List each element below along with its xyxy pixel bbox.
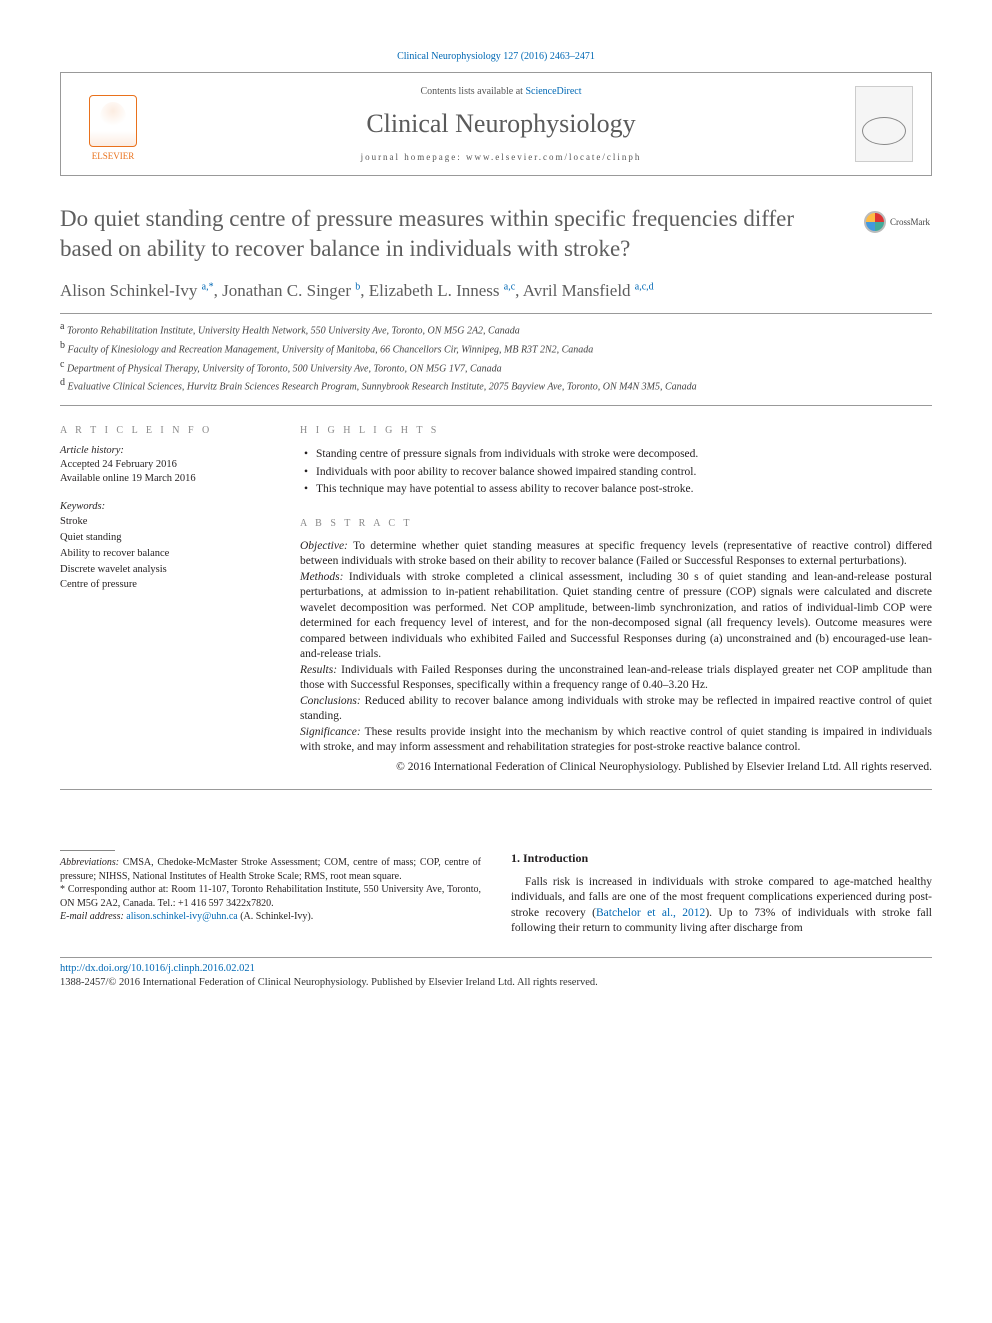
journal-cover-thumb[interactable] bbox=[855, 86, 913, 162]
abstract-copyright: © 2016 International Federation of Clini… bbox=[300, 760, 932, 776]
contents-line: Contents lists available at ScienceDirec… bbox=[165, 85, 837, 99]
article-title: Do quiet standing centre of pressure mea… bbox=[60, 204, 848, 264]
bottom-rule bbox=[60, 957, 932, 958]
keyword: Ability to recover balance bbox=[60, 546, 270, 562]
affiliation: a Toronto Rehabilitation Institute, Univ… bbox=[60, 320, 932, 338]
article-info-column: A R T I C L E I N F O Article history: A… bbox=[60, 424, 270, 775]
doi-link[interactable]: http://dx.doi.org/10.1016/j.clinph.2016.… bbox=[60, 962, 932, 976]
highlight-item: Standing centre of pressure signals from… bbox=[304, 446, 932, 464]
highlights-heading: H I G H L I G H T S bbox=[300, 424, 932, 438]
author: Avril Mansfield a,c,d bbox=[523, 281, 654, 300]
crossmark-icon bbox=[864, 211, 886, 233]
abstract-heading: A B S T R A C T bbox=[300, 517, 932, 531]
keywords-block: Keywords: Stroke Quiet standing Ability … bbox=[60, 500, 270, 593]
journal-name: Clinical Neurophysiology bbox=[165, 106, 837, 141]
intro-paragraph: Falls risk is increased in individuals w… bbox=[511, 875, 932, 937]
left-column: Abbreviations: CMSA, Chedoke-McMaster St… bbox=[60, 850, 481, 936]
author: Alison Schinkel-Ivy a,* bbox=[60, 281, 214, 300]
highlights: H I G H L I G H T S Standing centre of p… bbox=[300, 424, 932, 499]
highlight-item: This technique may have potential to ass… bbox=[304, 481, 932, 499]
footnote-rule bbox=[60, 850, 115, 851]
author: Elizabeth L. Inness a,c bbox=[369, 281, 515, 300]
header-center: Contents lists available at ScienceDirec… bbox=[165, 85, 837, 164]
journal-header: ELSEVIER Contents lists available at Sci… bbox=[60, 72, 932, 177]
article-history: Article history: Accepted 24 February 20… bbox=[60, 444, 270, 487]
right-column: 1. Introduction Falls risk is increased … bbox=[511, 850, 932, 936]
keyword: Centre of pressure bbox=[60, 577, 270, 593]
author: Jonathan C. Singer b bbox=[222, 281, 360, 300]
page: Clinical Neurophysiology 127 (2016) 2463… bbox=[0, 0, 992, 1030]
keyword: Stroke bbox=[60, 514, 270, 530]
affiliations: a Toronto Rehabilitation Institute, Univ… bbox=[60, 320, 932, 406]
homepage-link[interactable]: www.elsevier.com/locate/clinph bbox=[466, 152, 641, 162]
body-columns: Abbreviations: CMSA, Chedoke-McMaster St… bbox=[60, 850, 932, 936]
elsevier-tree-icon bbox=[89, 95, 137, 147]
article-info-heading: A R T I C L E I N F O bbox=[60, 424, 270, 438]
email-link[interactable]: alison.schinkel-ivy@uhn.ca bbox=[124, 911, 238, 922]
issn-line: 1388-2457/© 2016 International Federatio… bbox=[60, 976, 932, 990]
info-abstract-block: A R T I C L E I N F O Article history: A… bbox=[60, 424, 932, 790]
highlight-item: Individuals with poor ability to recover… bbox=[304, 464, 932, 482]
affiliation: b Faculty of Kinesiology and Recreation … bbox=[60, 339, 932, 357]
affiliation: c Department of Physical Therapy, Univer… bbox=[60, 358, 932, 376]
keyword: Discrete wavelet analysis bbox=[60, 562, 270, 578]
abstract-text: Objective: To determine whether quiet st… bbox=[300, 539, 932, 776]
crossmark-badge[interactable]: CrossMark bbox=[864, 204, 932, 240]
citation-link[interactable]: Batchelor et al., 2012 bbox=[596, 907, 705, 919]
keyword: Quiet standing bbox=[60, 530, 270, 546]
intro-heading: 1. Introduction bbox=[511, 850, 932, 866]
author-list: Alison Schinkel-Ivy a,*, Jonathan C. Sin… bbox=[60, 280, 932, 314]
elsevier-logo[interactable]: ELSEVIER bbox=[79, 86, 147, 162]
journal-homepage: journal homepage: www.elsevier.com/locat… bbox=[165, 151, 837, 163]
sciencedirect-link[interactable]: ScienceDirect bbox=[525, 86, 581, 97]
citation-line[interactable]: Clinical Neurophysiology 127 (2016) 2463… bbox=[60, 50, 932, 64]
footnotes: Abbreviations: CMSA, Chedoke-McMaster St… bbox=[60, 856, 481, 924]
affiliation: d Evaluative Clinical Sciences, Hurvitz … bbox=[60, 376, 932, 394]
elsevier-text: ELSEVIER bbox=[92, 150, 135, 162]
abstract-column: H I G H L I G H T S Standing centre of p… bbox=[300, 424, 932, 775]
